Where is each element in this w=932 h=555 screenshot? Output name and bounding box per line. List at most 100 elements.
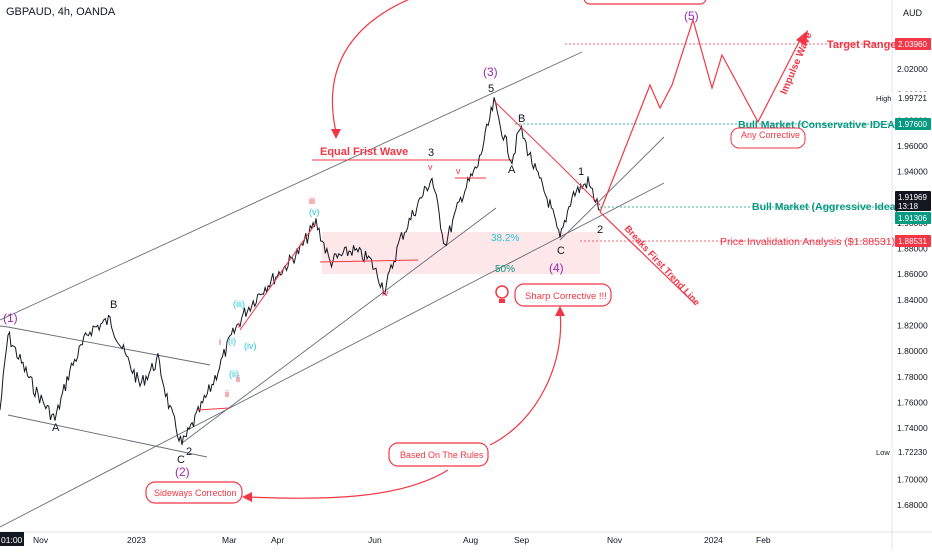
bull-aggressive-text: Bull Market (Aggressive Idea): [752, 201, 899, 213]
time-tick-10: Feb: [756, 535, 771, 545]
price-tick-0: 2.02000: [897, 64, 928, 74]
low_tag-text: Low: [876, 448, 890, 457]
time-tick-8: Nov: [607, 535, 623, 545]
breaks-trend-text: Breaks First Trend Line: [622, 224, 702, 309]
invalidation-tag: [895, 235, 931, 247]
curved-arrow-right: [489, 311, 562, 446]
minute-ii: (ii): [229, 369, 239, 379]
low_tag-bg: [872, 446, 892, 458]
currency-label: AUD: [903, 8, 923, 18]
low-value: 1.72230: [898, 448, 927, 457]
top-note-box: [583, 0, 707, 5]
wave-label-3: (3): [483, 65, 498, 79]
invalidation-value: 1.88531: [898, 237, 927, 246]
trend-channels: [0, 51, 665, 528]
lightbulb-icon: [495, 285, 509, 303]
curved-arrow-bottom-head: [242, 492, 252, 502]
aggressive-tag: [895, 212, 931, 224]
target-range-text: Target Range: [827, 39, 896, 51]
invalidation-text: Price Invalidation Analysis ($1.88531): [720, 236, 895, 248]
minor-i: i: [219, 337, 221, 347]
label-b1: B: [110, 299, 117, 311]
minor-v2: v: [456, 166, 461, 176]
equal-wave-text: Equal Frist Wave: [320, 146, 408, 158]
label-a2: A: [508, 164, 516, 176]
based-rules-box: [388, 442, 489, 467]
dotted-levels: [515, 123, 892, 208]
time-ticks: 01:00 Nov 2023 Mar Apr Jun Aug Sep Nov 2024 Feb: [0, 532, 771, 546]
minute-i: (i): [228, 336, 236, 346]
chart-title: GBPAUD, 4h, OANDA: [6, 6, 116, 18]
high_tag-text: High: [876, 94, 891, 103]
minor-v: v: [428, 162, 433, 172]
high_tag-bg: [872, 92, 892, 104]
time-tick-4: Apr: [271, 535, 284, 545]
price-tick-10: 1.82000: [897, 320, 928, 330]
conservative-tag: [895, 118, 931, 130]
curved-arrow-top: [331, 0, 410, 133]
fib-zone: [322, 232, 600, 274]
label-1: 1: [578, 166, 584, 178]
label-a1: A: [52, 422, 60, 434]
time-cursor-tag: [0, 532, 24, 546]
time-tick-1: Nov: [33, 535, 49, 545]
time-tick-2: 2023: [127, 535, 146, 545]
minor-iv: iv: [382, 288, 389, 298]
minute-iv: (iv): [244, 341, 257, 351]
based-rules-text: Based On The Rules: [400, 450, 484, 460]
fib-382-text: 38.2%: [491, 233, 519, 244]
curved-arrow-bottom: [247, 469, 449, 499]
label-b2: B: [518, 113, 525, 125]
low-tag: [895, 446, 931, 458]
label-c2: C: [557, 245, 565, 257]
target-tag: [895, 38, 931, 50]
price-tick-3: 1.96000: [897, 141, 928, 151]
sideways-text: Sideways Correction: [154, 488, 237, 498]
time-tick-3: Mar: [222, 535, 237, 545]
price-tick-14: 1.74000: [897, 423, 928, 433]
label-3: 3: [428, 147, 434, 159]
target-value: 2.03960: [898, 40, 927, 49]
minor-iii: iii: [309, 196, 315, 206]
label-c1: C: [177, 454, 185, 466]
forecast-path: [599, 17, 801, 213]
price-tick-16: 1.70000: [897, 474, 928, 484]
price-tick-11: 1.80000: [897, 346, 928, 356]
aggressive-value: 1.91306: [898, 214, 927, 223]
minor-i2: i: [238, 320, 240, 330]
wave-lines: [197, 100, 601, 411]
wave-label-1: (1): [3, 311, 18, 325]
any-corrective-text: Any Corrective: [741, 130, 800, 140]
fib-50-text: 50%: [495, 264, 515, 275]
price-tick-13: 1.76000: [897, 397, 928, 407]
minor-wave-labels: iii v i ii iv v i ii: [219, 162, 461, 399]
impulse-arrow-head: [796, 30, 808, 46]
time-tick-7: Sep: [514, 535, 529, 545]
curved-arrow-right-head: [555, 306, 565, 316]
price-scale[interactable]: [892, 0, 932, 532]
primary-wave-labels: (1) (2) (3) (4) (5): [3, 9, 699, 479]
wave-label-5: (5): [684, 9, 699, 23]
minor-ii: ii: [225, 389, 229, 399]
minute-iii: (iii): [233, 299, 245, 309]
time-tick-9: 2024: [704, 535, 723, 545]
last-countdown: 13:18: [898, 202, 919, 211]
sharp-corrective-text: Sharp Corrective !!!: [525, 291, 607, 302]
price-tick-12: 1.78000: [897, 372, 928, 382]
price-tick-8: 1.86000: [897, 269, 928, 279]
time-tick-0: 01:00: [1, 535, 23, 545]
price-tick-4: 1.94000: [897, 167, 928, 177]
label-2a: 2: [186, 446, 192, 458]
minute-v: (v): [309, 207, 320, 217]
wave-label-2: (2): [175, 465, 190, 479]
last-value: 1.91969: [898, 193, 927, 202]
label-5: 5: [488, 83, 494, 95]
minute-wave-labels: (v) (iii) (i) (iv) (ii): [228, 207, 320, 379]
sideways-box: [145, 481, 243, 504]
sharp-corrective-box: [514, 283, 612, 307]
wave-label-4: (4): [549, 261, 564, 275]
price-tick-7: 1.88000: [897, 244, 928, 254]
